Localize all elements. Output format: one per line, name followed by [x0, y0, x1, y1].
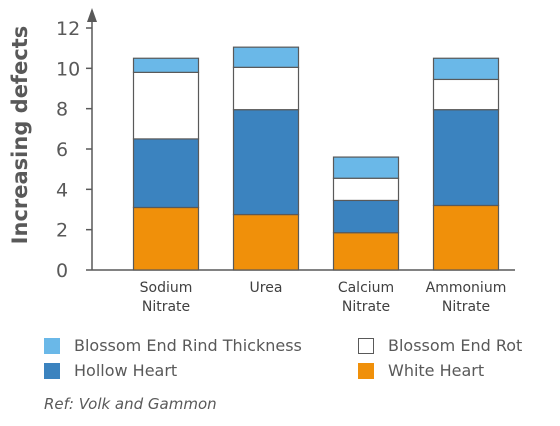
legend-label: White Heart	[388, 361, 485, 380]
reference-note: Ref: Volk and Gammon	[44, 395, 217, 413]
bar-segment-blossom-end-rot	[132, 71, 200, 140]
bar-segment-blossom-end-rot	[332, 177, 400, 202]
x-tick-label: Urea	[250, 280, 283, 296]
y-axis-arrow-icon	[87, 8, 97, 22]
y-tick-label: 0	[56, 260, 68, 282]
legend-label: Blossom End Rind Thickness	[74, 336, 302, 355]
x-tick-label: Nitrate	[342, 299, 390, 315]
bar-segment-blossom-end-rind-thickness	[132, 57, 200, 73]
stacked-bar-chart: 0 2 4 6 8 10 12 Increasing defects Sodium Nitrate…	[8, 8, 515, 315]
bar-segment-blossom-end-rot	[432, 78, 500, 111]
x-tick-label: Calcium	[338, 280, 394, 296]
bar-segment-white-heart	[332, 232, 400, 271]
legend-label: Hollow Heart	[74, 361, 178, 380]
x-tick-label: Sodium	[140, 280, 193, 296]
bar-segment-white-heart	[132, 206, 200, 271]
legend-item: Blossom End Rind Thickness	[44, 336, 302, 355]
legend-item: Blossom End Rot	[358, 336, 522, 355]
y-axis-title: Increasing defects	[8, 26, 32, 245]
x-tick-label: Nitrate	[442, 299, 490, 315]
y-tick-label: 4	[56, 179, 68, 201]
y-tick-label: 2	[56, 220, 68, 242]
legend-swatch	[44, 362, 60, 379]
bar-segment-white-heart	[232, 213, 300, 271]
legend-label: Blossom End Rot	[388, 336, 523, 355]
bar-segment-hollow-heart	[232, 109, 300, 216]
legend-item: Hollow Heart	[44, 361, 177, 380]
bar-segment-white-heart	[432, 204, 500, 271]
bar-segment-blossom-end-rind-thickness	[432, 57, 500, 81]
y-tick-label: 10	[56, 58, 80, 80]
bar-segment-hollow-heart	[132, 138, 200, 209]
x-tick-label: Ammonium	[426, 280, 507, 296]
bar-segment-hollow-heart	[332, 199, 400, 234]
y-tick-label: 6	[56, 139, 68, 161]
bar-segment-blossom-end-rind-thickness	[232, 46, 300, 68]
legend-swatch	[358, 337, 374, 354]
y-tick-label: 12	[56, 18, 80, 40]
x-tick-label: Nitrate	[142, 299, 190, 315]
legend-swatch	[44, 337, 60, 354]
legend-item: White Heart	[358, 361, 484, 380]
legend-swatch	[358, 362, 374, 379]
bar-segment-hollow-heart	[432, 109, 500, 207]
bar-segment-blossom-end-rot	[232, 66, 300, 111]
y-tick-label: 8	[56, 99, 68, 121]
bar-segment-blossom-end-rind-thickness	[332, 156, 400, 179]
